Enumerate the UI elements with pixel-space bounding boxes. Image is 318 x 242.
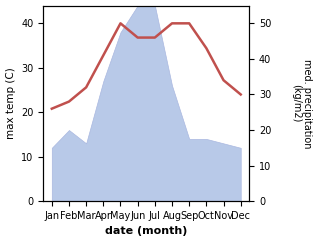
X-axis label: date (month): date (month) <box>105 227 187 236</box>
Y-axis label: max temp (C): max temp (C) <box>5 68 16 139</box>
Y-axis label: med. precipitation
(kg/m2): med. precipitation (kg/m2) <box>291 59 313 148</box>
